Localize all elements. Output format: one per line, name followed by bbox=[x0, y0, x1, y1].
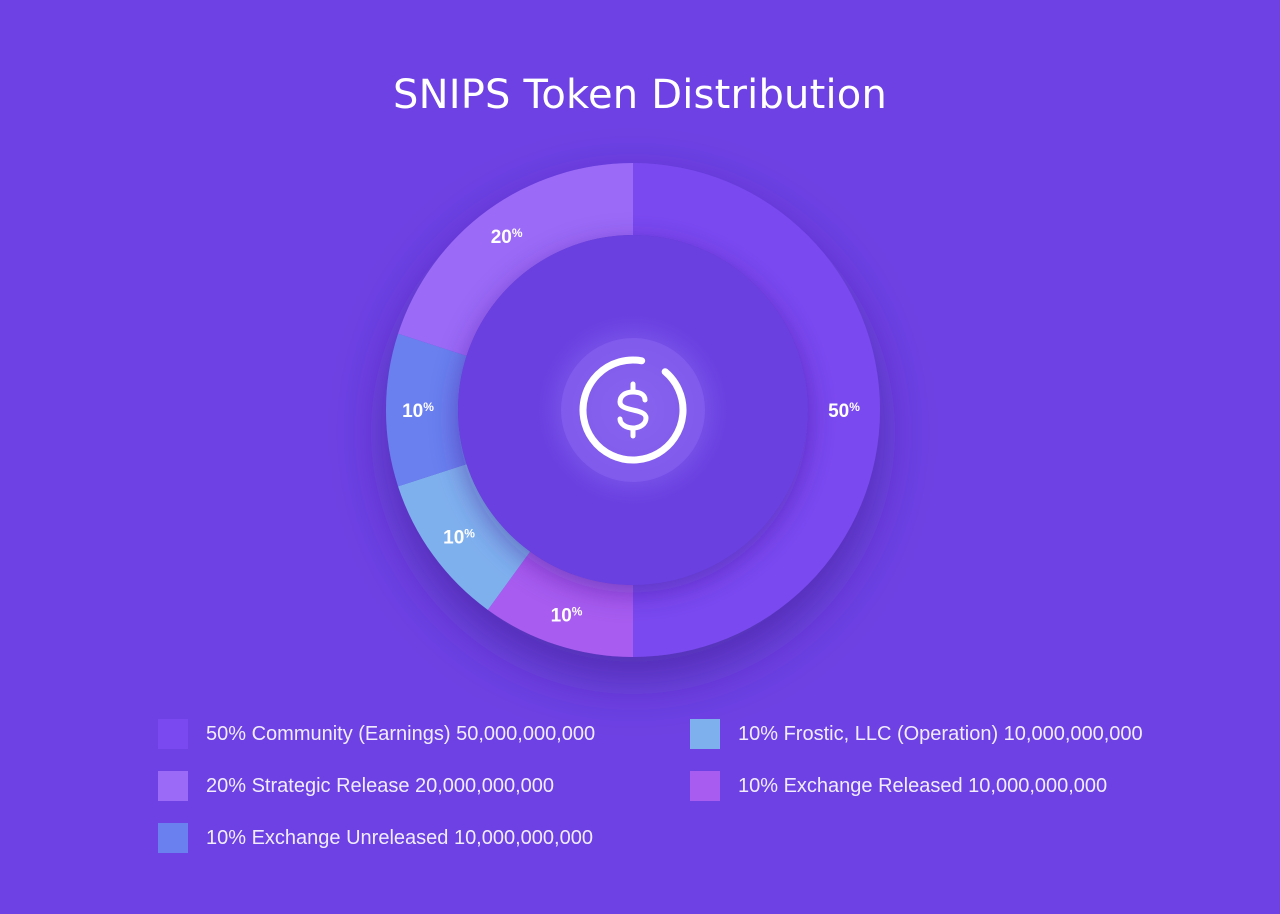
dollar-coin-icon bbox=[579, 356, 687, 464]
slice-labels: 50% 10% 10% 10% 20% bbox=[402, 226, 860, 626]
legend-label: 10% Exchange Unreleased 10,000,000,000 bbox=[206, 826, 593, 849]
donut-slice-exchange-released bbox=[487, 551, 633, 657]
legend-swatch bbox=[158, 771, 188, 801]
chart-title: SNIPS Token Distribution bbox=[392, 72, 888, 118]
legend-swatch bbox=[158, 823, 188, 853]
donut-slice-community-earnings bbox=[633, 163, 880, 657]
legend-item-exchange-unreleased: 10% Exchange Unreleased 10,000,000,000 bbox=[158, 822, 593, 854]
legend-label: 10% Exchange Released 10,000,000,000 bbox=[738, 774, 1108, 797]
legend-swatch bbox=[158, 719, 188, 749]
legend-item-strategic-release: 20% Strategic Release 20,000,000,000 bbox=[158, 770, 554, 802]
legend-item-community: 50% Community (Earnings) 50,000,000,000 bbox=[158, 718, 595, 750]
donut-slice-exchange-unreleased bbox=[386, 333, 467, 487]
slice-value-label: 20% bbox=[491, 226, 523, 248]
slice-value-label: 50% bbox=[828, 400, 860, 422]
legend-item-frostic: 10% Frostic, LLC (Operation) 10,000,000,… bbox=[690, 718, 1143, 750]
legend-swatch bbox=[690, 771, 720, 801]
legend-label: 10% Frostic, LLC (Operation) 10,000,000,… bbox=[738, 722, 1143, 745]
legend-swatch bbox=[690, 719, 720, 749]
legend: 50% Community (Earnings) 50,000,000,000 … bbox=[0, 718, 1280, 878]
legend-label: 50% Community (Earnings) 50,000,000,000 bbox=[206, 722, 596, 745]
donut-slice-frostic-llc-operation bbox=[398, 464, 531, 610]
coin-ring bbox=[579, 356, 687, 464]
legend-label: 20% Strategic Release 20,000,000,000 bbox=[206, 774, 555, 797]
donut-slices bbox=[386, 163, 880, 657]
slice-value-label: 10% bbox=[551, 604, 583, 626]
donut-slice-strategic-release bbox=[398, 163, 633, 356]
legend-item-exchange-released: 10% Exchange Released 10,000,000,000 bbox=[690, 770, 1107, 802]
slice-value-label: 10% bbox=[443, 526, 475, 548]
slice-value-label: 10% bbox=[402, 400, 434, 422]
